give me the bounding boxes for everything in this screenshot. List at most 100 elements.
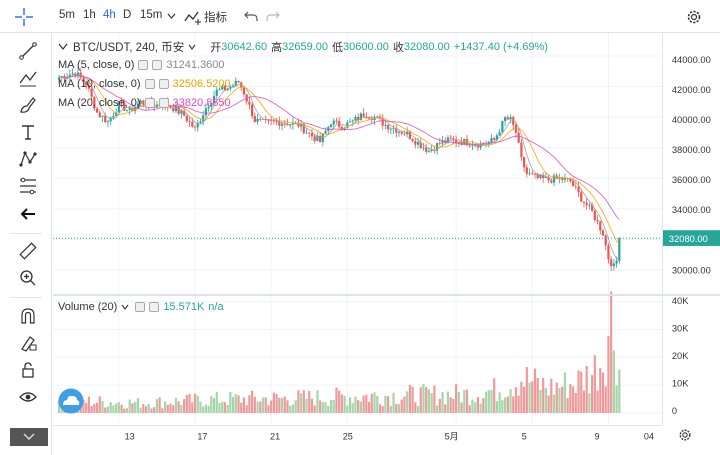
volume-bar — [57, 400, 61, 413]
collapse-arrow-icon[interactable] — [58, 43, 68, 51]
volume-bar — [509, 389, 512, 413]
settings-gear-icon[interactable] — [686, 9, 702, 25]
volume-bar — [139, 407, 142, 413]
pane-separator[interactable] — [53, 294, 720, 296]
symbol-label[interactable]: BTC/USDT, 240, 币安 — [73, 42, 185, 54]
ma5-settings-icon[interactable] — [138, 60, 149, 70]
pattern-tool-icon[interactable] — [18, 149, 38, 169]
close-value: 32080.00 — [403, 41, 450, 53]
brush-icon[interactable] — [18, 95, 38, 115]
candle-body — [229, 86, 232, 89]
price-axis[interactable]: 44000.00 42000.00 40000.00 38000.00 36000.00… — [662, 33, 720, 425]
candle-body — [280, 123, 284, 126]
ma10-settings-icon[interactable] — [144, 79, 155, 89]
volume-label[interactable]: Volume (20) — [58, 301, 118, 313]
indicators-icon[interactable] — [184, 9, 202, 25]
candle-body — [523, 156, 526, 168]
unlock-icon[interactable] — [18, 360, 38, 380]
ma20-value: 33820.8850 — [172, 97, 231, 109]
price-chart[interactable] — [53, 33, 662, 425]
volume-bar — [582, 390, 586, 413]
timeframe-15m[interactable]: 15m — [140, 9, 163, 21]
lock-drawing-icon[interactable] — [18, 333, 38, 353]
axis-settings-gear-icon[interactable] — [678, 428, 692, 442]
volume-bar — [503, 397, 507, 413]
candle-body — [68, 74, 71, 78]
candle-body — [455, 139, 458, 143]
candle-body — [98, 112, 101, 117]
volume-bar — [446, 391, 450, 413]
candle-body — [169, 106, 172, 108]
fib-tool-icon[interactable] — [18, 176, 38, 196]
volume-bar — [362, 395, 365, 413]
volume-bar — [585, 365, 588, 413]
volume-bar — [542, 377, 545, 413]
volume-bar — [422, 383, 425, 413]
candle-body — [596, 219, 599, 222]
timeframe-4h[interactable]: 4h — [103, 9, 116, 21]
volume-bar — [183, 399, 186, 413]
candle-body — [389, 128, 392, 130]
crosshair-icon[interactable] — [14, 7, 34, 27]
volume-bar — [321, 402, 324, 413]
ma5-label[interactable]: MA (5, close, 0) — [58, 59, 135, 71]
candle-body — [196, 122, 199, 128]
candle-body — [188, 121, 191, 122]
candle-body — [425, 147, 428, 152]
volume-bar — [147, 403, 150, 413]
ma20-settings-icon[interactable] — [144, 98, 155, 108]
volume-bar — [294, 400, 297, 413]
timeframe-d[interactable]: D — [123, 9, 132, 21]
volume-bar — [289, 405, 292, 413]
timeframe-1h[interactable]: 1h — [83, 9, 96, 21]
candle-body — [207, 106, 210, 109]
ruler-icon[interactable] — [18, 241, 38, 261]
candle-body — [259, 118, 262, 120]
redo-icon[interactable] — [266, 10, 280, 22]
candle-body — [593, 210, 596, 220]
candle-body — [520, 142, 523, 157]
candle-body — [95, 108, 99, 113]
volume-remove-icon[interactable] — [149, 302, 160, 312]
volume-bar — [474, 402, 477, 413]
timeframe-5m[interactable]: 5m — [59, 9, 75, 21]
undo-icon[interactable] — [244, 10, 258, 22]
zoom-in-icon[interactable] — [18, 268, 38, 288]
magnet-icon[interactable] — [18, 306, 38, 326]
chevron-down-icon[interactable] — [188, 44, 196, 50]
volume-bar — [245, 405, 248, 413]
candle-body — [85, 81, 88, 86]
trend-line-icon[interactable] — [18, 41, 38, 61]
candle-body — [210, 102, 213, 107]
volume-bar — [400, 399, 403, 413]
price-tick-label: 44000.00 — [672, 55, 711, 65]
candle-body — [503, 117, 507, 121]
toolbar-divider — [10, 233, 42, 234]
time-axis[interactable]: 13 17 21 25 5月 5 9 04 — [53, 425, 662, 447]
ma5-remove-icon[interactable] — [152, 60, 163, 70]
ma10-label[interactable]: MA (10, close, 0) — [58, 78, 141, 90]
volume-bar — [169, 403, 172, 413]
volume-bar — [158, 397, 161, 413]
back-arrow-icon[interactable] — [18, 204, 38, 224]
chevron-down-icon[interactable] — [121, 304, 129, 310]
volume-bar — [558, 388, 561, 413]
candle-body — [533, 173, 537, 175]
ma20-remove-icon[interactable] — [158, 98, 169, 108]
text-tool-icon[interactable] — [18, 122, 38, 142]
multi-line-icon[interactable] — [18, 68, 38, 88]
ma10-remove-icon[interactable] — [158, 79, 169, 89]
volume-bar — [495, 401, 499, 413]
candle-body — [223, 86, 227, 91]
volume-bar — [115, 403, 118, 413]
indicators-button[interactable]: 指标 — [204, 12, 227, 24]
ma20-label[interactable]: MA (20, close, 0) — [58, 97, 141, 109]
volume-bar — [476, 397, 479, 413]
candle-body — [411, 139, 414, 142]
eye-icon[interactable] — [18, 387, 38, 407]
price-tick-label: 36000.00 — [672, 175, 711, 185]
candle-body — [607, 245, 610, 260]
bottom-panel-tab[interactable] — [10, 428, 48, 446]
volume-settings-icon[interactable] — [135, 302, 146, 312]
chevron-down-icon[interactable] — [167, 13, 176, 19]
